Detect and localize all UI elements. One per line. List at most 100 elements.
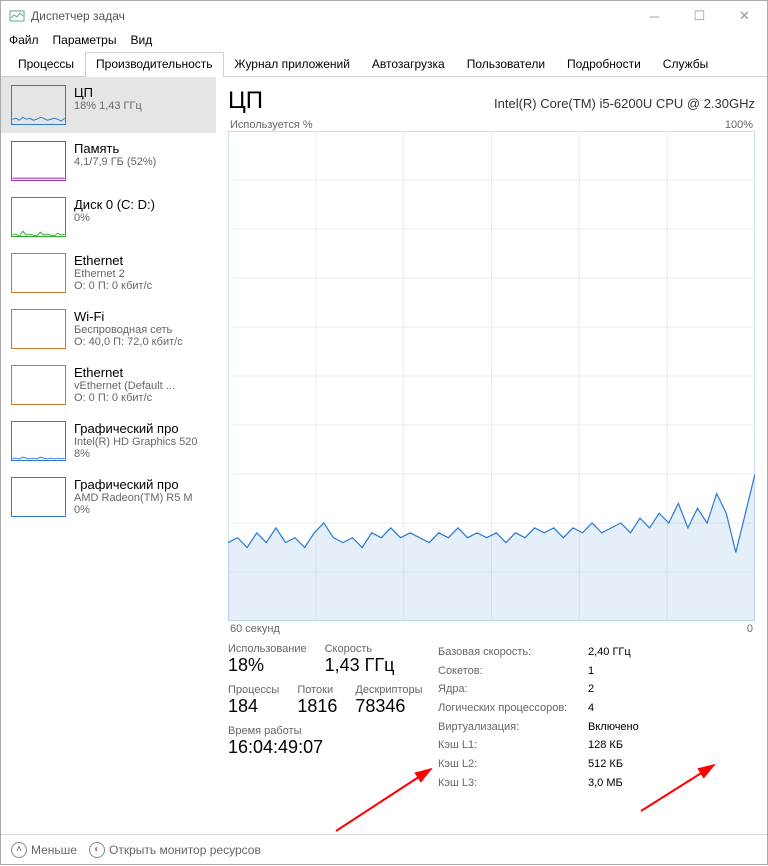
sidebar-item-sub1: AMD Radeon(TM) R5 M <box>74 492 193 504</box>
sidebar-item-7[interactable]: Графический проAMD Radeon(TM) R5 M0% <box>1 469 216 525</box>
spec-key: Виртуализация: <box>438 718 588 737</box>
spec-value: Включено <box>588 718 639 737</box>
tab-2[interactable]: Журнал приложений <box>224 52 361 77</box>
menu-file[interactable]: Файл <box>9 33 39 47</box>
chart-label-tr: 100% <box>725 119 753 131</box>
sidebar-item-1[interactable]: Память4,1/7,9 ГБ (52%) <box>1 133 216 189</box>
spec-key: Кэш L2: <box>438 755 588 774</box>
spec-key: Сокетов: <box>438 662 588 681</box>
handles-value: 78346 <box>355 696 422 717</box>
sidebar-item-0[interactable]: ЦП18% 1,43 ГГц <box>1 77 216 133</box>
fewer-details-button[interactable]: ˄ Меньше <box>11 842 77 858</box>
chart-label-tl: Используется % <box>230 119 313 131</box>
spec-row-4: Виртуализация:Включено <box>438 718 755 737</box>
monitor-icon: ◐ <box>89 842 105 858</box>
sidebar-thumb <box>11 365 66 405</box>
sidebar: ЦП18% 1,43 ГГцПамять4,1/7,9 ГБ (52%)Диск… <box>1 77 216 830</box>
sidebar-item-title: Диск 0 (C: D:) <box>74 197 155 212</box>
spec-key: Кэш L3: <box>438 774 588 793</box>
sidebar-item-2[interactable]: Диск 0 (C: D:)0% <box>1 189 216 245</box>
sidebar-thumb <box>11 197 66 237</box>
spec-value: 2,40 ГГц <box>588 643 631 662</box>
spec-value: 4 <box>588 699 594 718</box>
main-title: ЦП <box>228 87 263 115</box>
menubar: Файл Параметры Вид <box>1 31 767 51</box>
sidebar-item-title: Ethernet <box>74 253 152 268</box>
window-title: Диспетчер задач <box>31 9 632 23</box>
tab-1[interactable]: Производительность <box>85 52 223 77</box>
sidebar-item-title: Wi-Fi <box>74 309 183 324</box>
spec-key: Базовая скорость: <box>438 643 588 662</box>
sidebar-thumb <box>11 309 66 349</box>
sidebar-thumb <box>11 477 66 517</box>
chevron-up-icon: ˄ <box>11 842 27 858</box>
spec-key: Логических процессоров: <box>438 699 588 718</box>
spec-row-1: Сокетов:1 <box>438 662 755 681</box>
speed-value: 1,43 ГГц <box>325 655 395 676</box>
tab-3[interactable]: Автозагрузка <box>361 52 456 77</box>
tab-6[interactable]: Службы <box>652 52 719 77</box>
tab-0[interactable]: Процессы <box>7 52 85 77</box>
spec-key: Ядра: <box>438 680 588 699</box>
minimize-button[interactable]: ─ <box>632 1 677 31</box>
sidebar-item-title: Ethernet <box>74 365 175 380</box>
chart-label-bl: 60 секунд <box>230 623 280 635</box>
usage-label: Использование <box>228 643 307 655</box>
sidebar-item-sub2: 8% <box>74 448 198 460</box>
processes-value: 184 <box>228 696 279 717</box>
sidebar-item-title: Память <box>74 141 156 156</box>
sidebar-item-sub1: vEthernet (Default ... <box>74 380 175 392</box>
menu-options[interactable]: Параметры <box>53 33 117 47</box>
spec-row-2: Ядра:2 <box>438 680 755 699</box>
sidebar-item-sub1: Беспроводная сеть <box>74 324 183 336</box>
sidebar-item-sub2: О: 0 П: 0 кбит/с <box>74 280 152 292</box>
spec-value: 512 КБ <box>588 755 623 774</box>
spec-value: 3,0 МБ <box>588 774 623 793</box>
spec-value: 1 <box>588 662 594 681</box>
speed-label: Скорость <box>325 643 395 655</box>
sidebar-item-5[interactable]: EthernetvEthernet (Default ...О: 0 П: 0 … <box>1 357 216 413</box>
spec-key: Кэш L1: <box>438 736 588 755</box>
main-subtitle: Intel(R) Core(TM) i5-6200U CPU @ 2.30GHz <box>494 96 755 111</box>
sidebar-item-sub1: Intel(R) HD Graphics 520 <box>74 436 198 448</box>
threads-label: Потоки <box>297 684 337 696</box>
spec-row-0: Базовая скорость:2,40 ГГц <box>438 643 755 662</box>
sidebar-item-sub2: О: 40,0 П: 72,0 кбит/с <box>74 336 183 348</box>
sidebar-item-3[interactable]: EthernetEthernet 2О: 0 П: 0 кбит/с <box>1 245 216 301</box>
close-button[interactable]: ✕ <box>722 1 767 31</box>
sidebar-item-sub1: Ethernet 2 <box>74 268 152 280</box>
sidebar-item-4[interactable]: Wi-FiБеспроводная сетьО: 40,0 П: 72,0 кб… <box>1 301 216 357</box>
sidebar-item-title: Графический про <box>74 421 198 436</box>
spec-value: 2 <box>588 680 594 699</box>
tabbar: ПроцессыПроизводительностьЖурнал приложе… <box>1 51 767 77</box>
threads-value: 1816 <box>297 696 337 717</box>
chart-label-br: 0 <box>747 623 753 635</box>
specs-list: Базовая скорость:2,40 ГГцСокетов:1Ядра:2… <box>438 643 755 793</box>
tab-4[interactable]: Пользователи <box>456 52 556 77</box>
uptime-label: Время работы <box>228 725 323 737</box>
spec-row-6: Кэш L2:512 КБ <box>438 755 755 774</box>
main-panel: ЦП Intel(R) Core(TM) i5-6200U CPU @ 2.30… <box>216 77 767 830</box>
sidebar-item-sub2: О: 0 П: 0 кбит/с <box>74 392 175 404</box>
sidebar-item-title: ЦП <box>74 85 142 100</box>
open-resource-monitor-link[interactable]: ◐ Открыть монитор ресурсов <box>89 842 261 858</box>
uptime-value: 16:04:49:07 <box>228 737 323 758</box>
spec-row-7: Кэш L3:3,0 МБ <box>438 774 755 793</box>
processes-label: Процессы <box>228 684 279 696</box>
sidebar-thumb <box>11 253 66 293</box>
spec-row-3: Логических процессоров:4 <box>438 699 755 718</box>
sidebar-item-6[interactable]: Графический проIntel(R) HD Graphics 5208… <box>1 413 216 469</box>
sidebar-item-title: Графический про <box>74 477 193 492</box>
handles-label: Дескрипторы <box>355 684 422 696</box>
sidebar-thumb <box>11 421 66 461</box>
spec-row-5: Кэш L1:128 КБ <box>438 736 755 755</box>
app-icon <box>9 8 25 24</box>
maximize-button[interactable]: ☐ <box>677 1 722 31</box>
spec-value: 128 КБ <box>588 736 623 755</box>
tab-5[interactable]: Подробности <box>556 52 652 77</box>
sidebar-thumb <box>11 85 66 125</box>
usage-value: 18% <box>228 655 307 676</box>
footer: ˄ Меньше ◐ Открыть монитор ресурсов <box>1 834 767 864</box>
menu-view[interactable]: Вид <box>130 33 152 47</box>
sidebar-item-sub1: 0% <box>74 212 155 224</box>
